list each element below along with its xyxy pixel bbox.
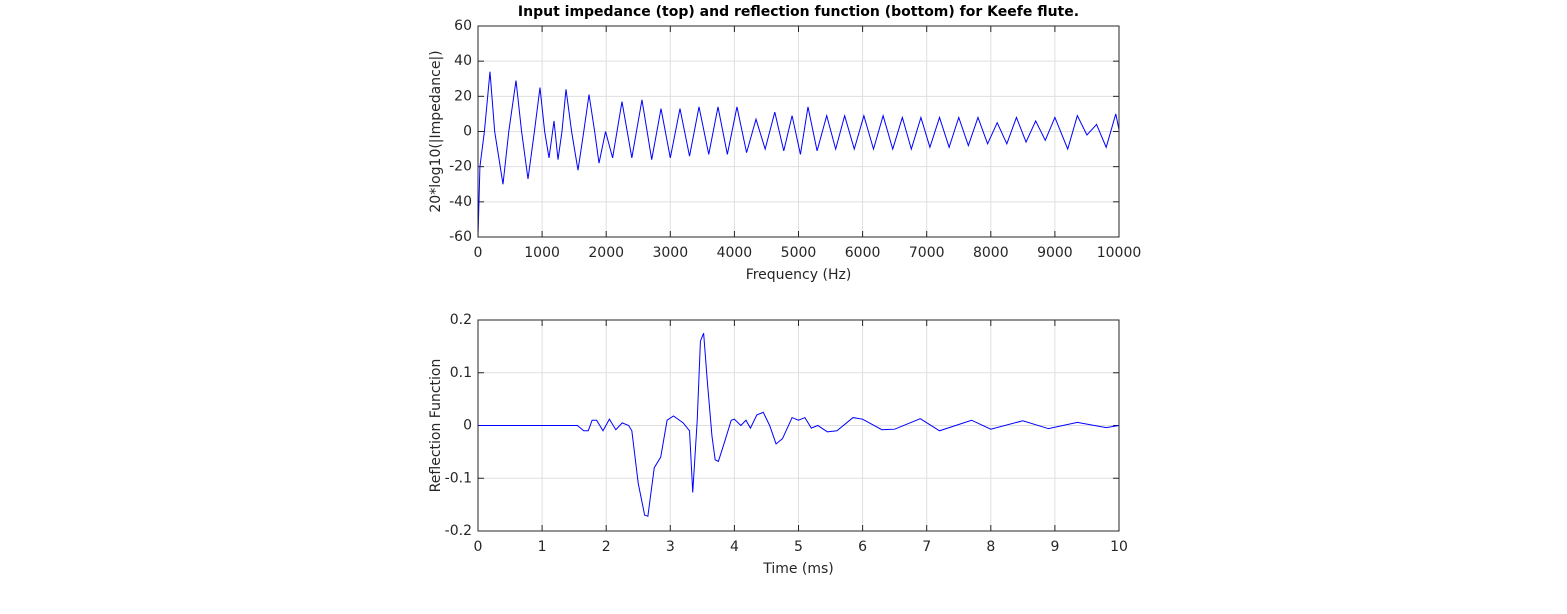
y-tick-label: -0.1 (445, 470, 472, 486)
x-axis-label: Frequency (Hz) (746, 267, 852, 283)
x-tick-label: 7 (922, 539, 931, 555)
x-tick-label: 5000 (781, 245, 817, 261)
x-tick-label: 9000 (1037, 245, 1073, 261)
x-tick-label: 5 (794, 539, 803, 555)
y-tick-label: 40 (454, 53, 472, 69)
x-tick-label: 4000 (717, 245, 753, 261)
y-tick-label: 0.1 (450, 365, 472, 381)
x-tick-label: 10 (1110, 539, 1128, 555)
x-tick-label: 8 (986, 539, 995, 555)
axes-box (477, 319, 1120, 532)
y-tick-label: 60 (454, 18, 472, 34)
x-tick-label: 6000 (845, 245, 881, 261)
data-line (477, 71, 1120, 238)
y-tick-label: -40 (449, 194, 472, 210)
y-tick-label: 0 (463, 418, 472, 434)
data-line (478, 333, 1120, 517)
y-tick-label: 20 (454, 88, 472, 104)
x-tick-label: 7000 (909, 245, 945, 261)
x-tick-label: 8000 (973, 245, 1009, 261)
y-tick-label: 0.2 (450, 312, 472, 328)
x-axis-label: Time (ms) (762, 561, 834, 577)
x-tick-label: 2 (602, 539, 611, 555)
x-tick-label: 10000 (1097, 245, 1142, 261)
x-tick-label: 6 (858, 539, 867, 555)
x-tick-label: 9 (1050, 539, 1059, 555)
y-tick-label: -60 (449, 229, 472, 245)
x-tick-label: 0 (474, 539, 483, 555)
x-tick-label: 0 (474, 245, 483, 261)
y-tick-label: -0.2 (445, 523, 472, 539)
y-tick-label: 0 (463, 124, 472, 140)
x-tick-label: 3000 (652, 245, 688, 261)
x-tick-label: 1 (538, 539, 547, 555)
x-tick-label: 3 (666, 539, 675, 555)
x-tick-label: 2000 (588, 245, 624, 261)
x-tick-label: 1000 (524, 245, 560, 261)
chart-title: Input impedance (top) and reflection fun… (518, 4, 1079, 20)
y-axis-label: Reflection Function (428, 359, 444, 493)
y-tick-label: -20 (449, 159, 472, 175)
x-tick-label: 4 (730, 539, 739, 555)
y-axis-label: 20*log10(|Impedance|) (428, 50, 444, 212)
axes-box (477, 25, 1120, 238)
